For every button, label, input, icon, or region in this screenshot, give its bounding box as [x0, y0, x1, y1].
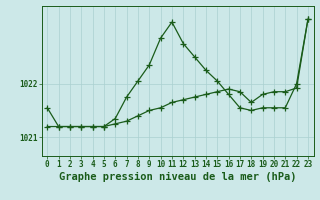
X-axis label: Graphe pression niveau de la mer (hPa): Graphe pression niveau de la mer (hPa)	[59, 172, 296, 182]
